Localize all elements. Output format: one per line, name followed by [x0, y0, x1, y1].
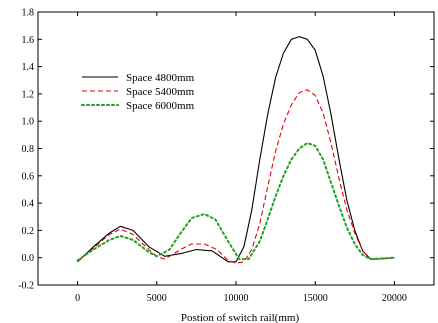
y-tick-label: -0.2: [18, 281, 34, 292]
legend-label-3: Space 6000mm: [126, 100, 195, 112]
y-axis: -0.2 0.0 0.2 0.4 0.6 0.8 1.0 1.2 1.4 1.6 1.8: [18, 8, 434, 292]
y-tick-label: 1.6: [22, 35, 35, 46]
y-tick-label: 0.8: [22, 144, 35, 155]
x-tick-label: 10000: [224, 293, 249, 304]
legend-label-2: Space 5400mm: [126, 86, 195, 98]
x-tick-label: 5000: [147, 293, 167, 304]
x-tick-label: 0: [75, 293, 80, 304]
y-tick-label: 0.0: [22, 253, 35, 264]
x-tick-label: 15000: [303, 293, 328, 304]
y-tick-label: 0.6: [22, 171, 35, 182]
x-axis: 0 5000 10000 15000 20000: [75, 12, 407, 304]
x-axis-title: Postion of switch rail(mm): [181, 312, 300, 323]
y-tick-label: 0.4: [22, 199, 35, 210]
legend: Space 4800mm Space 5400mm Space 6000mm: [81, 72, 195, 112]
series-line-3: [76, 142, 396, 262]
y-tick-label: 1.4: [22, 62, 35, 73]
y-tick-label: 1.0: [22, 117, 35, 128]
y-tick-label: 0.2: [22, 226, 35, 237]
series-line-1: [77, 36, 395, 263]
series-layer: [76, 36, 396, 264]
x-tick-label: 20000: [382, 293, 407, 304]
y-tick-label: 1.8: [22, 8, 35, 19]
legend-label-1: Space 4800mm: [126, 72, 195, 84]
y-tick-label: 1.2: [22, 89, 35, 100]
